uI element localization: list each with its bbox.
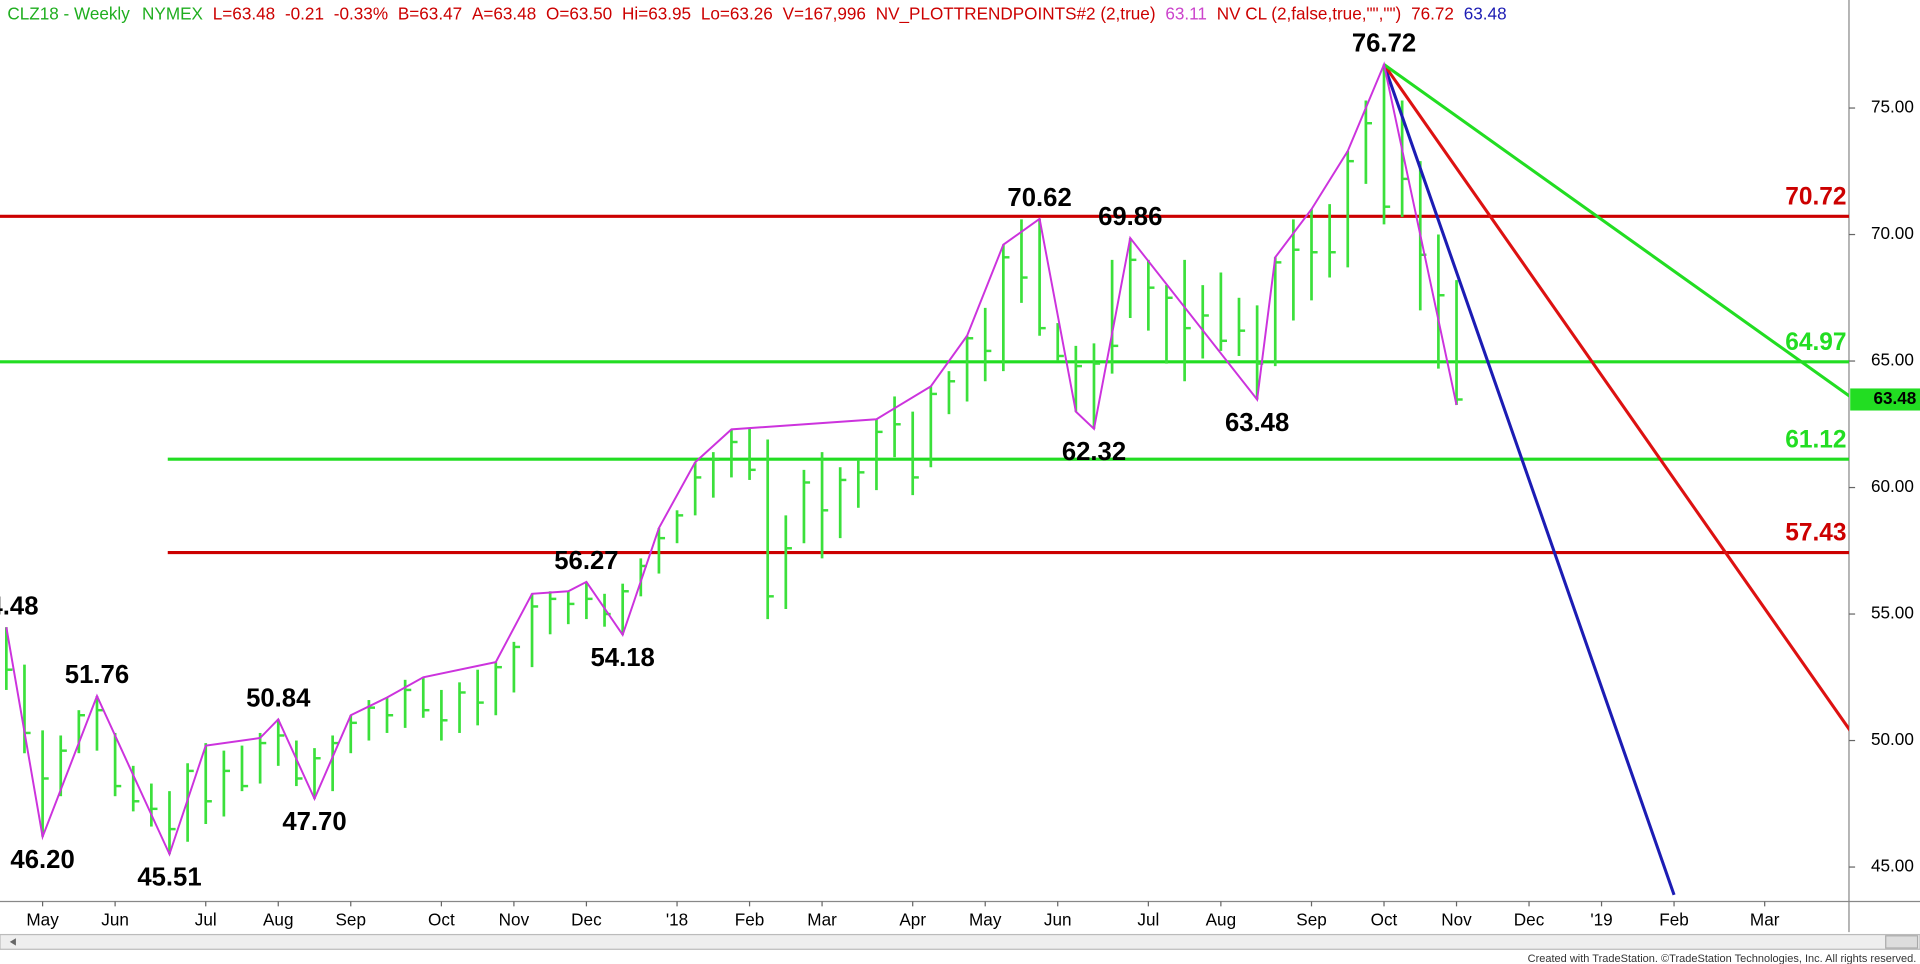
x-tick-label: Oct xyxy=(428,910,455,930)
y-tick-label: 65.00 xyxy=(1871,350,1914,370)
y-tick-label: 50.00 xyxy=(1871,729,1914,749)
x-tick-label: '19 xyxy=(1590,910,1612,930)
pivot-label: 69.86 xyxy=(1098,203,1162,231)
x-tick-label: Sep xyxy=(1296,910,1326,930)
header-item: -0.33% xyxy=(334,3,388,23)
y-tick-label: 75.00 xyxy=(1871,97,1914,117)
x-tick-label: Sep xyxy=(336,910,366,930)
x-tick-label: '18 xyxy=(666,910,688,930)
x-tick-label: Aug xyxy=(1206,910,1236,930)
x-tick-label: May xyxy=(969,910,1002,930)
scrollbar[interactable] xyxy=(0,933,1920,950)
pivot-label: 56.27 xyxy=(554,547,618,575)
header-item: NV CL (2,false,true,"","") xyxy=(1217,3,1402,23)
header-item: Lo=63.26 xyxy=(701,3,773,23)
x-tick-label: Jun xyxy=(101,910,129,930)
pivot-label: 54.18 xyxy=(591,644,655,672)
header-item: A=63.48 xyxy=(472,3,536,23)
header-item: V=167,996 xyxy=(783,3,866,23)
x-tick-label: Jul xyxy=(1137,910,1159,930)
plot-area xyxy=(0,61,1849,896)
footer: Created with TradeStation. ©TradeStation… xyxy=(1528,953,1917,964)
header: CLZ18 - Weekly NYMEX L=63.48 -0.21 -0.33% B=6… xyxy=(7,3,1506,23)
trendline xyxy=(1382,63,1849,732)
pivot-label: 54.48 xyxy=(0,592,39,620)
pivot-label: 50.84 xyxy=(246,684,311,712)
x-tick-label: Nov xyxy=(1441,910,1472,930)
x-tick-label: Dec xyxy=(571,910,602,930)
trend-zigzag xyxy=(5,61,1458,857)
x-tick-label: Feb xyxy=(1659,910,1689,930)
pivot-label: 63.48 xyxy=(1225,409,1289,437)
header-item: O=63.50 xyxy=(546,3,612,23)
header-item: -0.21 xyxy=(285,3,324,23)
header-item: L=63.48 xyxy=(213,3,275,23)
scrollbar-thumb[interactable] xyxy=(1885,935,1919,949)
header-item: 63.11 xyxy=(1165,3,1207,23)
last-price-label: 63.48 xyxy=(1873,388,1916,408)
x-tick-label: Apr xyxy=(899,910,926,930)
pivot-label: 76.72 xyxy=(1352,30,1416,58)
pivot-label: 47.70 xyxy=(282,808,346,836)
y-tick-label: 55.00 xyxy=(1871,603,1914,623)
trendline xyxy=(1383,63,1849,398)
header-item: CLZ18 - Weekly xyxy=(7,3,130,23)
x-tick-label: Mar xyxy=(807,910,837,930)
header-item: 63.48 xyxy=(1464,3,1507,23)
level-label: 61.12 xyxy=(1785,426,1846,453)
level-label: 70.72 xyxy=(1785,183,1846,210)
x-tick-label: Feb xyxy=(735,910,765,930)
pivot-label: 70.62 xyxy=(1007,184,1071,212)
y-tick-label: 60.00 xyxy=(1871,476,1914,496)
x-tick-label: Aug xyxy=(263,910,293,930)
x-tick-label: Jun xyxy=(1044,910,1072,930)
y-tick-label: 70.00 xyxy=(1871,223,1914,243)
pivot-label: 51.76 xyxy=(65,661,129,689)
pivot-label: 46.20 xyxy=(10,846,74,874)
header-item: NV_PLOTTRENDPOINTS#2 (2,true) xyxy=(876,3,1156,23)
level-label: 57.43 xyxy=(1785,520,1846,547)
pivot-label: 62.32 xyxy=(1062,438,1126,466)
x-tick-label: May xyxy=(26,910,59,930)
header-item: 76.72 xyxy=(1411,3,1454,23)
scroll-left-arrow[interactable] xyxy=(9,938,16,946)
header-item: Hi=63.95 xyxy=(622,3,691,23)
x-tick-label: Mar xyxy=(1750,910,1780,930)
x-tick-label: Nov xyxy=(499,910,530,930)
pivot-label: 45.51 xyxy=(137,863,201,891)
header-item: B=63.47 xyxy=(398,3,462,23)
x-tick-label: Dec xyxy=(1514,910,1545,930)
x-tick-label: Jul xyxy=(195,910,217,930)
last-price-box xyxy=(1850,388,1920,411)
x-tick-label: Oct xyxy=(1371,910,1398,930)
overlay: 45.00 50.00 55.00 60.00 65.00 70.00 75.00 May Ju… xyxy=(0,30,1920,930)
y-tick-label: 45.00 xyxy=(1871,856,1914,876)
header-item: NYMEX xyxy=(142,3,203,23)
trendline xyxy=(1382,64,1676,896)
level-label: 64.97 xyxy=(1785,329,1846,356)
